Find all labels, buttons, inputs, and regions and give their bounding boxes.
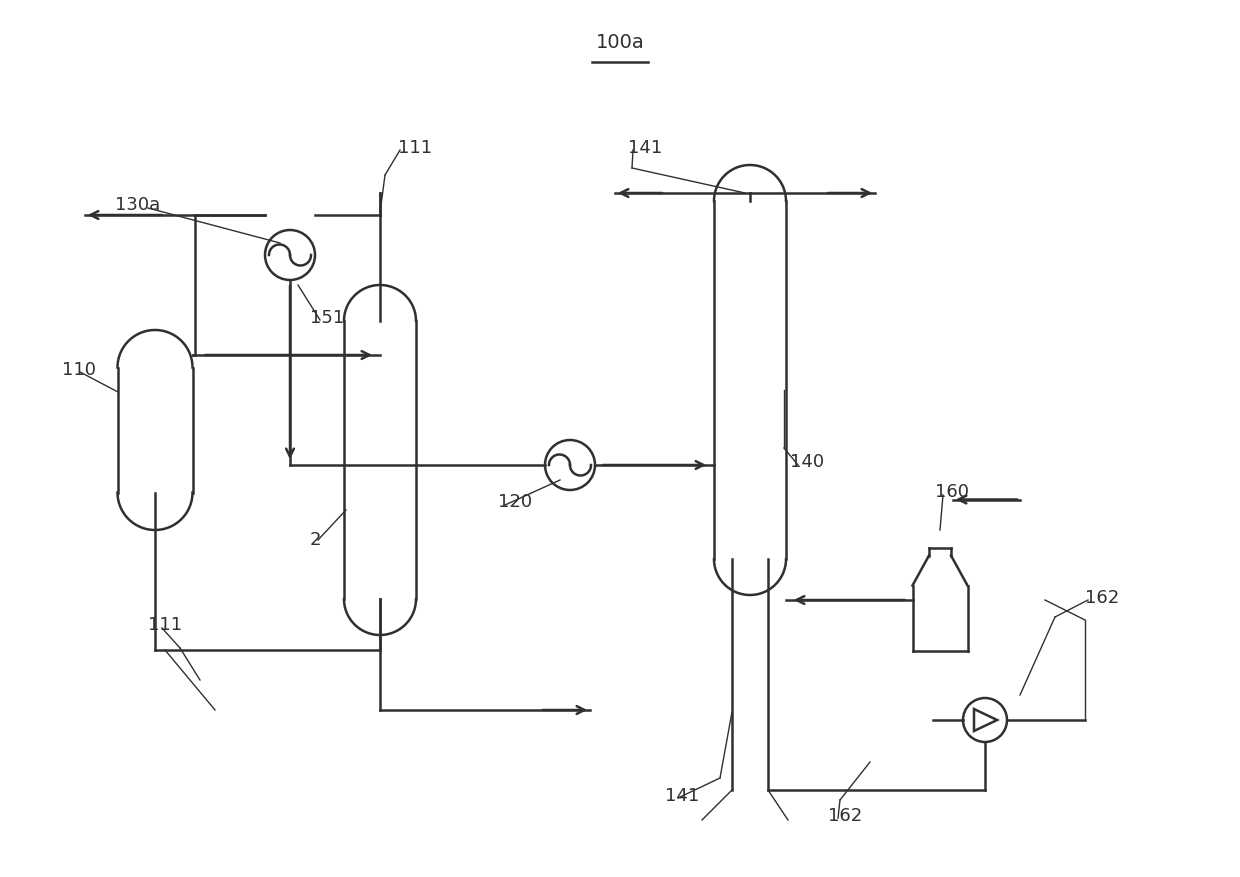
Text: 111: 111 [148, 616, 182, 634]
Text: 141: 141 [665, 787, 699, 805]
Text: 110: 110 [62, 361, 95, 379]
Text: 141: 141 [627, 139, 662, 157]
Text: 162: 162 [828, 807, 862, 825]
Text: 151: 151 [310, 309, 345, 327]
Text: 111: 111 [398, 139, 432, 157]
Text: 162: 162 [1085, 589, 1120, 607]
Text: 140: 140 [790, 453, 825, 471]
Text: 100a: 100a [595, 33, 645, 52]
Text: 130a: 130a [115, 196, 160, 214]
Text: 120: 120 [498, 493, 532, 511]
Text: 2: 2 [310, 531, 321, 549]
Text: 160: 160 [935, 483, 968, 501]
